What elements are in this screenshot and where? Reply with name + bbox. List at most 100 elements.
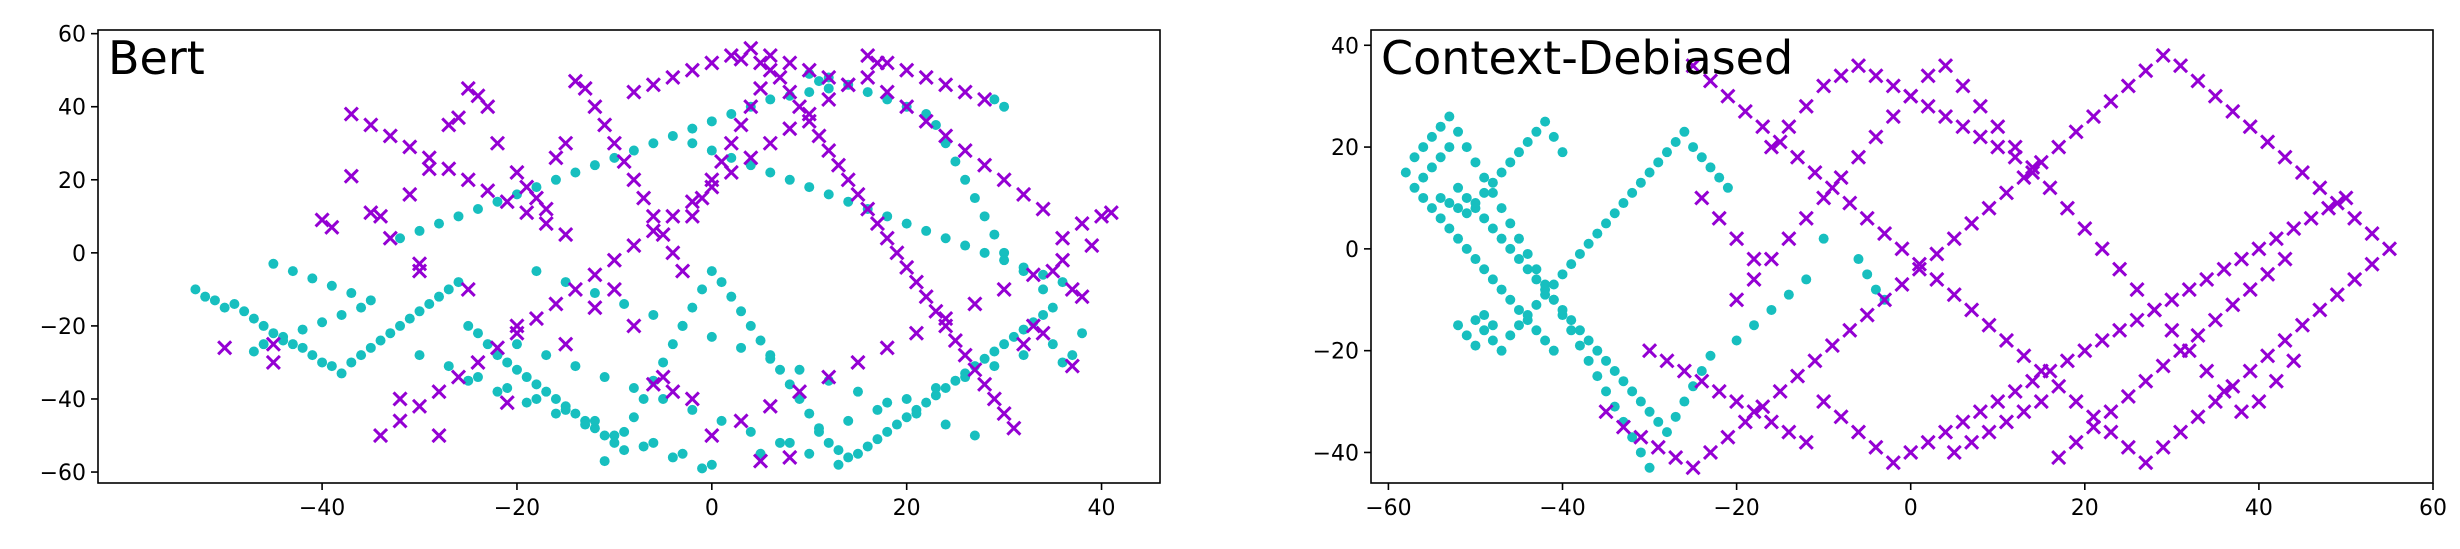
data-point: [1470, 157, 1481, 168]
data-point: [414, 225, 425, 236]
data-point: [752, 453, 769, 469]
data-point: [538, 216, 554, 232]
data-point: [2025, 373, 2041, 389]
data-point: [2277, 251, 2293, 267]
data-point: [519, 205, 535, 221]
data-point: [1479, 187, 1490, 198]
data-point: [1418, 192, 1429, 203]
data-point: [606, 252, 622, 268]
data-point: [1479, 310, 1490, 321]
data-point: [843, 196, 854, 207]
data-point: [648, 437, 659, 448]
data-point: [480, 99, 496, 115]
data-point: [2120, 439, 2136, 455]
data-point: [1609, 401, 1620, 412]
data-point: [2120, 78, 2136, 94]
data-point: [1746, 404, 1762, 420]
data-point: [2277, 149, 2293, 165]
data-point: [2120, 388, 2136, 405]
data-point: [480, 183, 496, 199]
data-point: [782, 55, 798, 71]
data-point: [1531, 274, 1542, 285]
data-point: [2042, 180, 2058, 196]
data-point: [2303, 210, 2319, 226]
data-point: [548, 296, 564, 312]
data-point: [1566, 259, 1577, 270]
data-point: [414, 350, 425, 361]
data-point: [658, 357, 669, 368]
data-point: [1964, 434, 1980, 450]
data-point: [424, 298, 435, 309]
data-point: [930, 119, 941, 130]
plot-area: [1400, 47, 2398, 476]
data-point: [960, 372, 971, 383]
data-point: [463, 375, 474, 386]
data-point: [1018, 262, 1029, 273]
data-point: [1650, 439, 1666, 455]
data-point: [645, 223, 661, 239]
data-point: [999, 101, 1010, 112]
data-point: [677, 448, 688, 459]
data-point: [1720, 429, 1736, 445]
data-point: [229, 298, 240, 309]
data-point: [1862, 269, 1873, 280]
data-point: [2242, 282, 2258, 298]
data-point: [531, 379, 542, 390]
data-point: [1531, 299, 1542, 310]
data-point: [2077, 343, 2093, 359]
data-point: [287, 339, 298, 350]
data-point: [1522, 248, 1533, 259]
data-point: [1435, 121, 1446, 132]
data-point: [986, 391, 1002, 407]
data-point: [989, 229, 1000, 240]
data-point: [570, 408, 581, 419]
data-point: [2025, 164, 2041, 181]
data-point: [2181, 282, 2197, 298]
data-point: [1816, 394, 1832, 410]
data-point: [599, 430, 610, 441]
data-point: [1008, 331, 1019, 342]
data-point: [326, 361, 337, 372]
data-point: [1627, 187, 1638, 198]
data-point: [1859, 307, 1875, 323]
data-point: [1487, 320, 1498, 331]
data-point: [619, 298, 630, 309]
data-point: [2233, 404, 2250, 420]
data-point: [1746, 271, 1762, 287]
data-point: [1487, 187, 1498, 198]
data-point: [1470, 254, 1481, 265]
data-point: [541, 386, 552, 397]
data-point: [1763, 139, 1779, 155]
data-point: [1592, 371, 1603, 382]
data-point: [996, 281, 1012, 297]
data-point: [2138, 373, 2154, 389]
data-point: [2068, 394, 2084, 410]
data-point: [782, 449, 798, 465]
data-point: [2007, 383, 2023, 399]
data-point: [1557, 269, 1568, 280]
data-point: [258, 339, 269, 350]
data-point: [2268, 231, 2284, 247]
data-point: [723, 164, 739, 181]
data-point: [947, 332, 963, 349]
data-point: [2033, 394, 2049, 410]
data-point: [248, 346, 259, 357]
data-point: [1496, 203, 1507, 214]
data-point: [2216, 383, 2232, 399]
data-point: [1505, 294, 1516, 305]
data-point: [1461, 330, 1472, 341]
data-point: [1789, 149, 1806, 165]
data-point: [1055, 230, 1071, 246]
data-point: [628, 412, 639, 423]
data-point: [589, 423, 600, 434]
data-point: [1444, 198, 1455, 209]
data-point: [502, 357, 513, 368]
data-point: [1833, 409, 1849, 425]
data-point: [1850, 149, 1867, 165]
data-point: [2364, 256, 2380, 272]
data-point: [969, 193, 980, 204]
data-point: [1453, 233, 1464, 244]
data-point: [1807, 353, 1823, 369]
data-point: [684, 194, 700, 210]
data-point: [697, 463, 708, 474]
